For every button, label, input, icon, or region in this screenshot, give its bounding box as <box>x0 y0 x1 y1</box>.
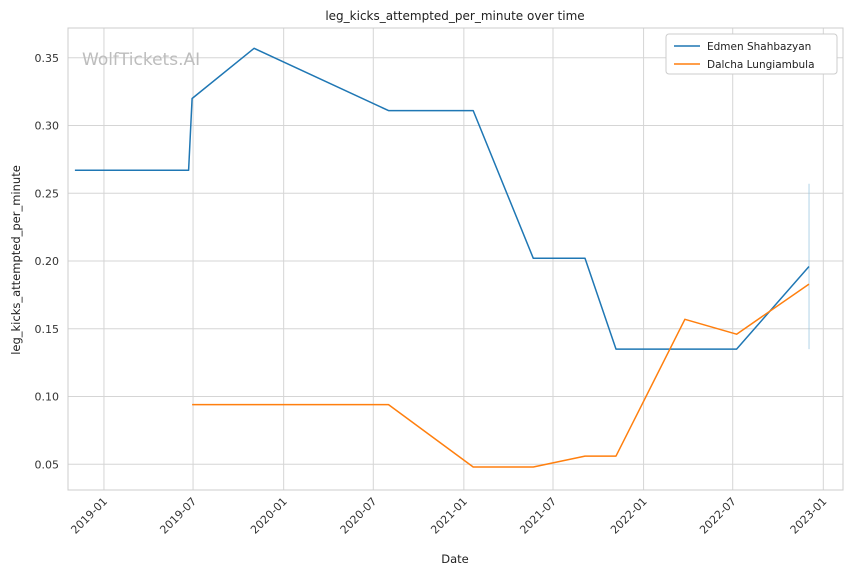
y-tick-label: 0.30 <box>35 120 60 133</box>
series-line-dalcha-lungiambula <box>192 283 810 468</box>
x-axis-title: Date <box>441 552 469 566</box>
series-line-edmen-shahbazyan <box>74 47 810 350</box>
chart-title: leg_kicks_attempted_per_minute over time <box>325 9 584 23</box>
series-lines <box>74 47 810 468</box>
y-tick-label: 0.10 <box>35 391 60 404</box>
y-axis-title: leg_kicks_attempted_per_minute <box>9 165 23 355</box>
y-tick-label: 0.20 <box>35 255 60 268</box>
legend-label-dalcha-lungiambula: Dalcha Lungiambula <box>707 59 815 71</box>
y-axis-ticks: 0.05 0.10 0.15 0.20 0.25 0.30 0.35 <box>35 52 60 471</box>
legend: Edmen Shahbazyan Dalcha Lungiambula <box>665 33 838 75</box>
plot-frame <box>67 27 844 491</box>
y-tick-label: 0.05 <box>35 458 60 471</box>
y-tick-label: 0.15 <box>35 323 60 336</box>
y-tick-label: 0.35 <box>35 52 60 65</box>
legend-box <box>665 33 838 75</box>
y-tick-label: 0.25 <box>35 187 60 200</box>
watermark-text: WolfTickets.AI <box>82 50 200 70</box>
legend-label-edmen-shahbazyan: Edmen Shahbazyan <box>707 41 811 53</box>
